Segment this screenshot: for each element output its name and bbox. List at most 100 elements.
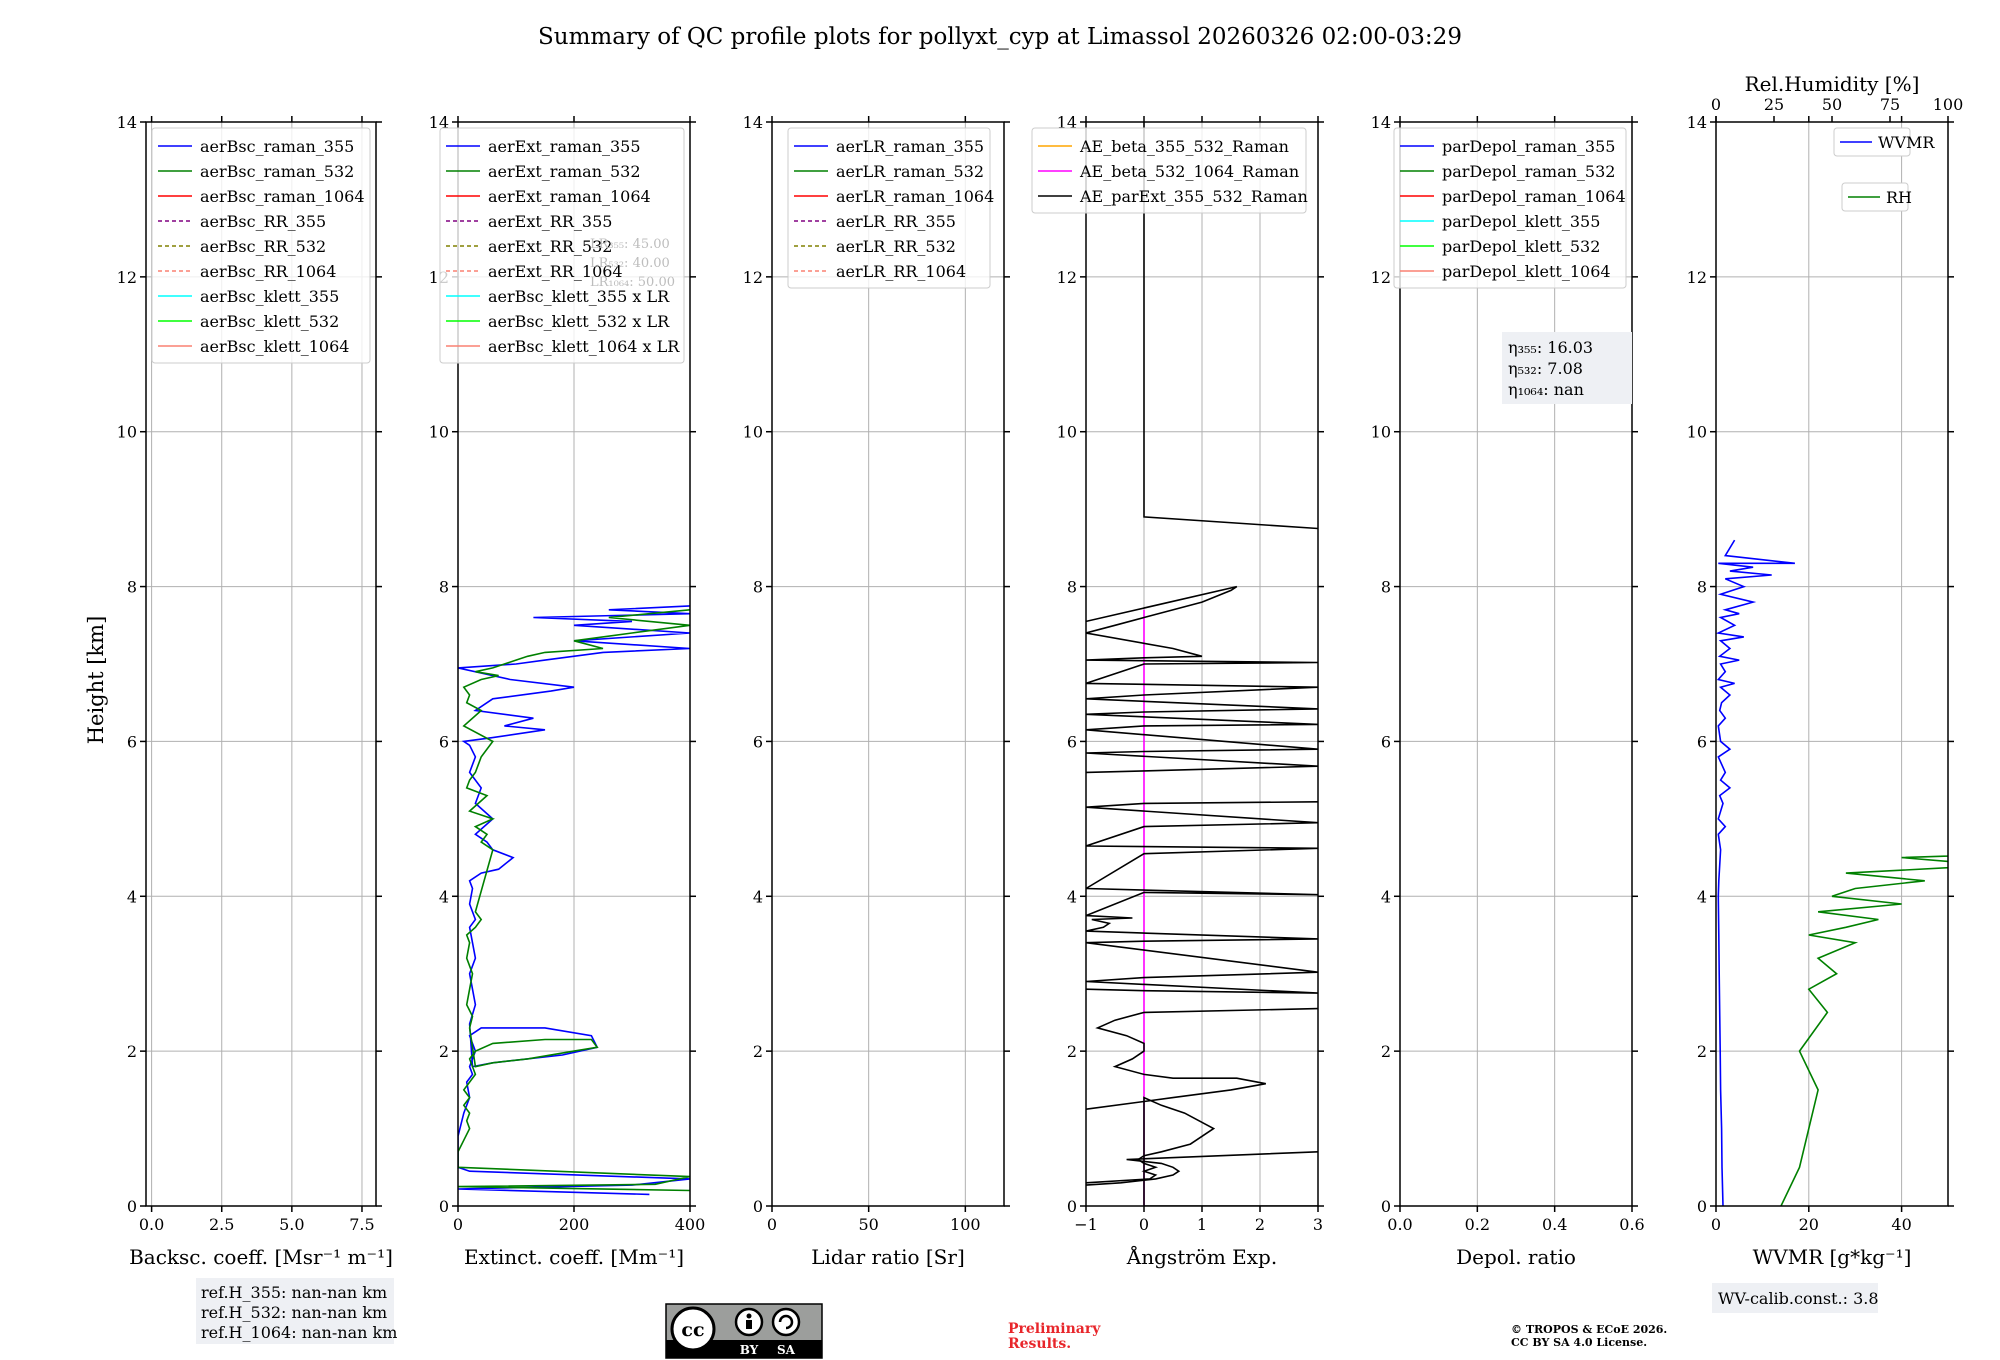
- legend-label: aerExt_raman_532: [488, 162, 641, 181]
- legend-label: aerBsc_RR_1064: [200, 262, 336, 281]
- series-AE_parExt_355_532_Raman_mid: [1086, 1007, 1318, 1110]
- y-tick-label: 12: [743, 268, 763, 287]
- x-tick-label: 0: [453, 1215, 463, 1234]
- x-tick-label: 0: [767, 1215, 777, 1234]
- series-AE_parExt_355_532_Raman_steps1: [1086, 801, 1318, 994]
- y-tick-label: 6: [1067, 732, 1077, 751]
- y-tick-label: 4: [753, 887, 763, 906]
- axes-frame: [1399, 121, 1633, 1207]
- x-tick-label: 2.5: [209, 1215, 234, 1234]
- legend-box: [151, 127, 371, 364]
- legend-label: parDepol_raman_1064: [1442, 187, 1626, 206]
- legend-label: AE_beta_532_1064_Raman: [1079, 162, 1299, 181]
- legend-label: parDepol_klett_355: [1442, 212, 1600, 231]
- legend-box: [787, 127, 991, 289]
- x-tick-label: −1: [1074, 1215, 1098, 1234]
- x-tick-label: 0.4: [1542, 1215, 1567, 1234]
- y-tick-label: 6: [1381, 732, 1391, 751]
- y-tick-label: 6: [1697, 732, 1707, 751]
- top-x-tick-label: 75: [1880, 95, 1900, 114]
- y-tick-label: 0: [439, 1197, 449, 1216]
- x-tick-label: 50: [858, 1215, 878, 1234]
- series-RH: [1780, 709, 1948, 1206]
- top-x-tick-label: 50: [1822, 95, 1842, 114]
- legend-label: WVMR: [1878, 133, 1935, 152]
- legend-label: aerLR_raman_532: [836, 162, 984, 181]
- y-tick-label: 14: [1057, 113, 1077, 132]
- x-axis-label: Extinct. coeff. [Mm⁻¹]: [464, 1245, 684, 1269]
- cc-license-badge: cc BY SA: [665, 1303, 823, 1359]
- y-tick-label: 2: [439, 1042, 449, 1061]
- y-tick-label: 10: [117, 423, 137, 442]
- legend-label: aerBsc_klett_1064 x LR: [488, 337, 680, 356]
- figure-title: Summary of QC profile plots for pollyxt_…: [538, 24, 1462, 50]
- ref-height-box-bg: [196, 1278, 394, 1344]
- ref-height-1064: ref.H_1064: nan-nan km: [201, 1323, 397, 1342]
- panel-backscatter: 0 2 4 6 8 10 12 14 0.0 2.5 5.0 7.5 Backsc. coeff. [M…: [117, 113, 393, 1269]
- x-tick-label: 0.2: [1465, 1215, 1490, 1234]
- top-x-tick-label: 100: [1933, 95, 1964, 114]
- y-tick-label: 6: [127, 732, 137, 751]
- y-tick-label: 2: [1381, 1042, 1391, 1061]
- legend-label: aerExt_raman_1064: [488, 187, 651, 206]
- x-tick-label: 2: [1255, 1215, 1265, 1234]
- legend-label: aerExt_raman_355: [488, 137, 641, 156]
- y-tick-label: 4: [1697, 887, 1707, 906]
- y-tick-label: 8: [1381, 578, 1391, 597]
- legend-label: aerExt_RR_1064: [488, 262, 623, 281]
- x-tick-label: 200: [559, 1215, 590, 1234]
- x-tick-label: 3: [1313, 1215, 1323, 1234]
- svg-text:cc: cc: [681, 1319, 704, 1341]
- y-tick-label: 10: [1057, 423, 1077, 442]
- legend-label: aerBsc_RR_532: [200, 237, 326, 256]
- y-tick-label: 8: [439, 578, 449, 597]
- x-axis-label: Backsc. coeff. [Msr⁻¹ m⁻¹]: [129, 1245, 393, 1269]
- lidar-ratio-annotation: LR₅₃₂: 40.00: [590, 256, 670, 271]
- legend-label: aerBsc_klett_355: [200, 287, 339, 306]
- top-x-tick-label: 0: [1711, 95, 1721, 114]
- series-aerExt_raman_532: [458, 609, 690, 1192]
- y-tick-label: 14: [117, 113, 137, 132]
- y-tick-label: 0: [127, 1197, 137, 1216]
- copyright-line-1: © TROPOS & ECoE 2026.: [1511, 1323, 1667, 1336]
- eta-annotation: η₁₀₆₄: nan: [1508, 380, 1584, 399]
- x-tick-label: 100: [950, 1215, 981, 1234]
- legend-label: parDepol_raman_355: [1442, 137, 1615, 156]
- top-x-tick-label: 25: [1764, 95, 1784, 114]
- panel-depol: 0 2 4 6 8 10 12 14 0.0 0.2 0.4 0.6 Depol. ratio parDe…: [1371, 113, 1645, 1269]
- x-tick-label: 40: [1891, 1215, 1911, 1234]
- series-AE_parExt_355_532_Raman_steps2: [1086, 585, 1318, 774]
- y-tick-label: 2: [1697, 1042, 1707, 1061]
- x-tick-label: 0.0: [139, 1215, 164, 1234]
- legend-label: aerLR_RR_355: [836, 212, 956, 231]
- y-tick-label: 4: [1067, 887, 1077, 906]
- x-axis-label: WVMR [g*kg⁻¹]: [1753, 1245, 1912, 1269]
- x-axis-label: Depol. ratio: [1456, 1245, 1576, 1269]
- y-tick-label: 14: [1371, 113, 1391, 132]
- x-tick-label: 1: [1197, 1215, 1207, 1234]
- cc-sa-label: SA: [777, 1343, 796, 1357]
- depol-annotation-box: [1502, 332, 1632, 404]
- cc-by-label: BY: [740, 1343, 759, 1357]
- y-tick-label: 2: [1067, 1042, 1077, 1061]
- legend-label: aerBsc_raman_1064: [200, 187, 365, 206]
- x-tick-label: 400: [675, 1215, 706, 1234]
- panel-lidar_ratio: 0 2 4 6 8 10 12 14 0 50 100 Lidar ratio [Sr] aerLR_r…: [743, 113, 1010, 1269]
- legend-label: RH: [1886, 188, 1912, 207]
- x-tick-label: 0.6: [1619, 1215, 1644, 1234]
- legend-label: AE_parExt_355_532_Raman: [1079, 187, 1308, 206]
- x-tick-label: 0.0: [1387, 1215, 1412, 1234]
- y-tick-label: 0: [753, 1197, 763, 1216]
- series-aerExt_raman_355: [458, 605, 690, 1196]
- y-tick-label: 6: [439, 732, 449, 751]
- y-tick-label: 12: [1371, 268, 1391, 287]
- legend-label: aerBsc_RR_355: [200, 212, 326, 231]
- legend-label: aerLR_raman_1064: [836, 187, 994, 206]
- preliminary-line-1: Preliminary: [1008, 1321, 1101, 1337]
- wv-calib-box: [1712, 1283, 1878, 1313]
- ref-height-532: ref.H_532: nan-nan km: [201, 1303, 387, 1322]
- preliminary-line-2: Results.: [1008, 1336, 1071, 1352]
- series-WVMR: [1716, 539, 1795, 1206]
